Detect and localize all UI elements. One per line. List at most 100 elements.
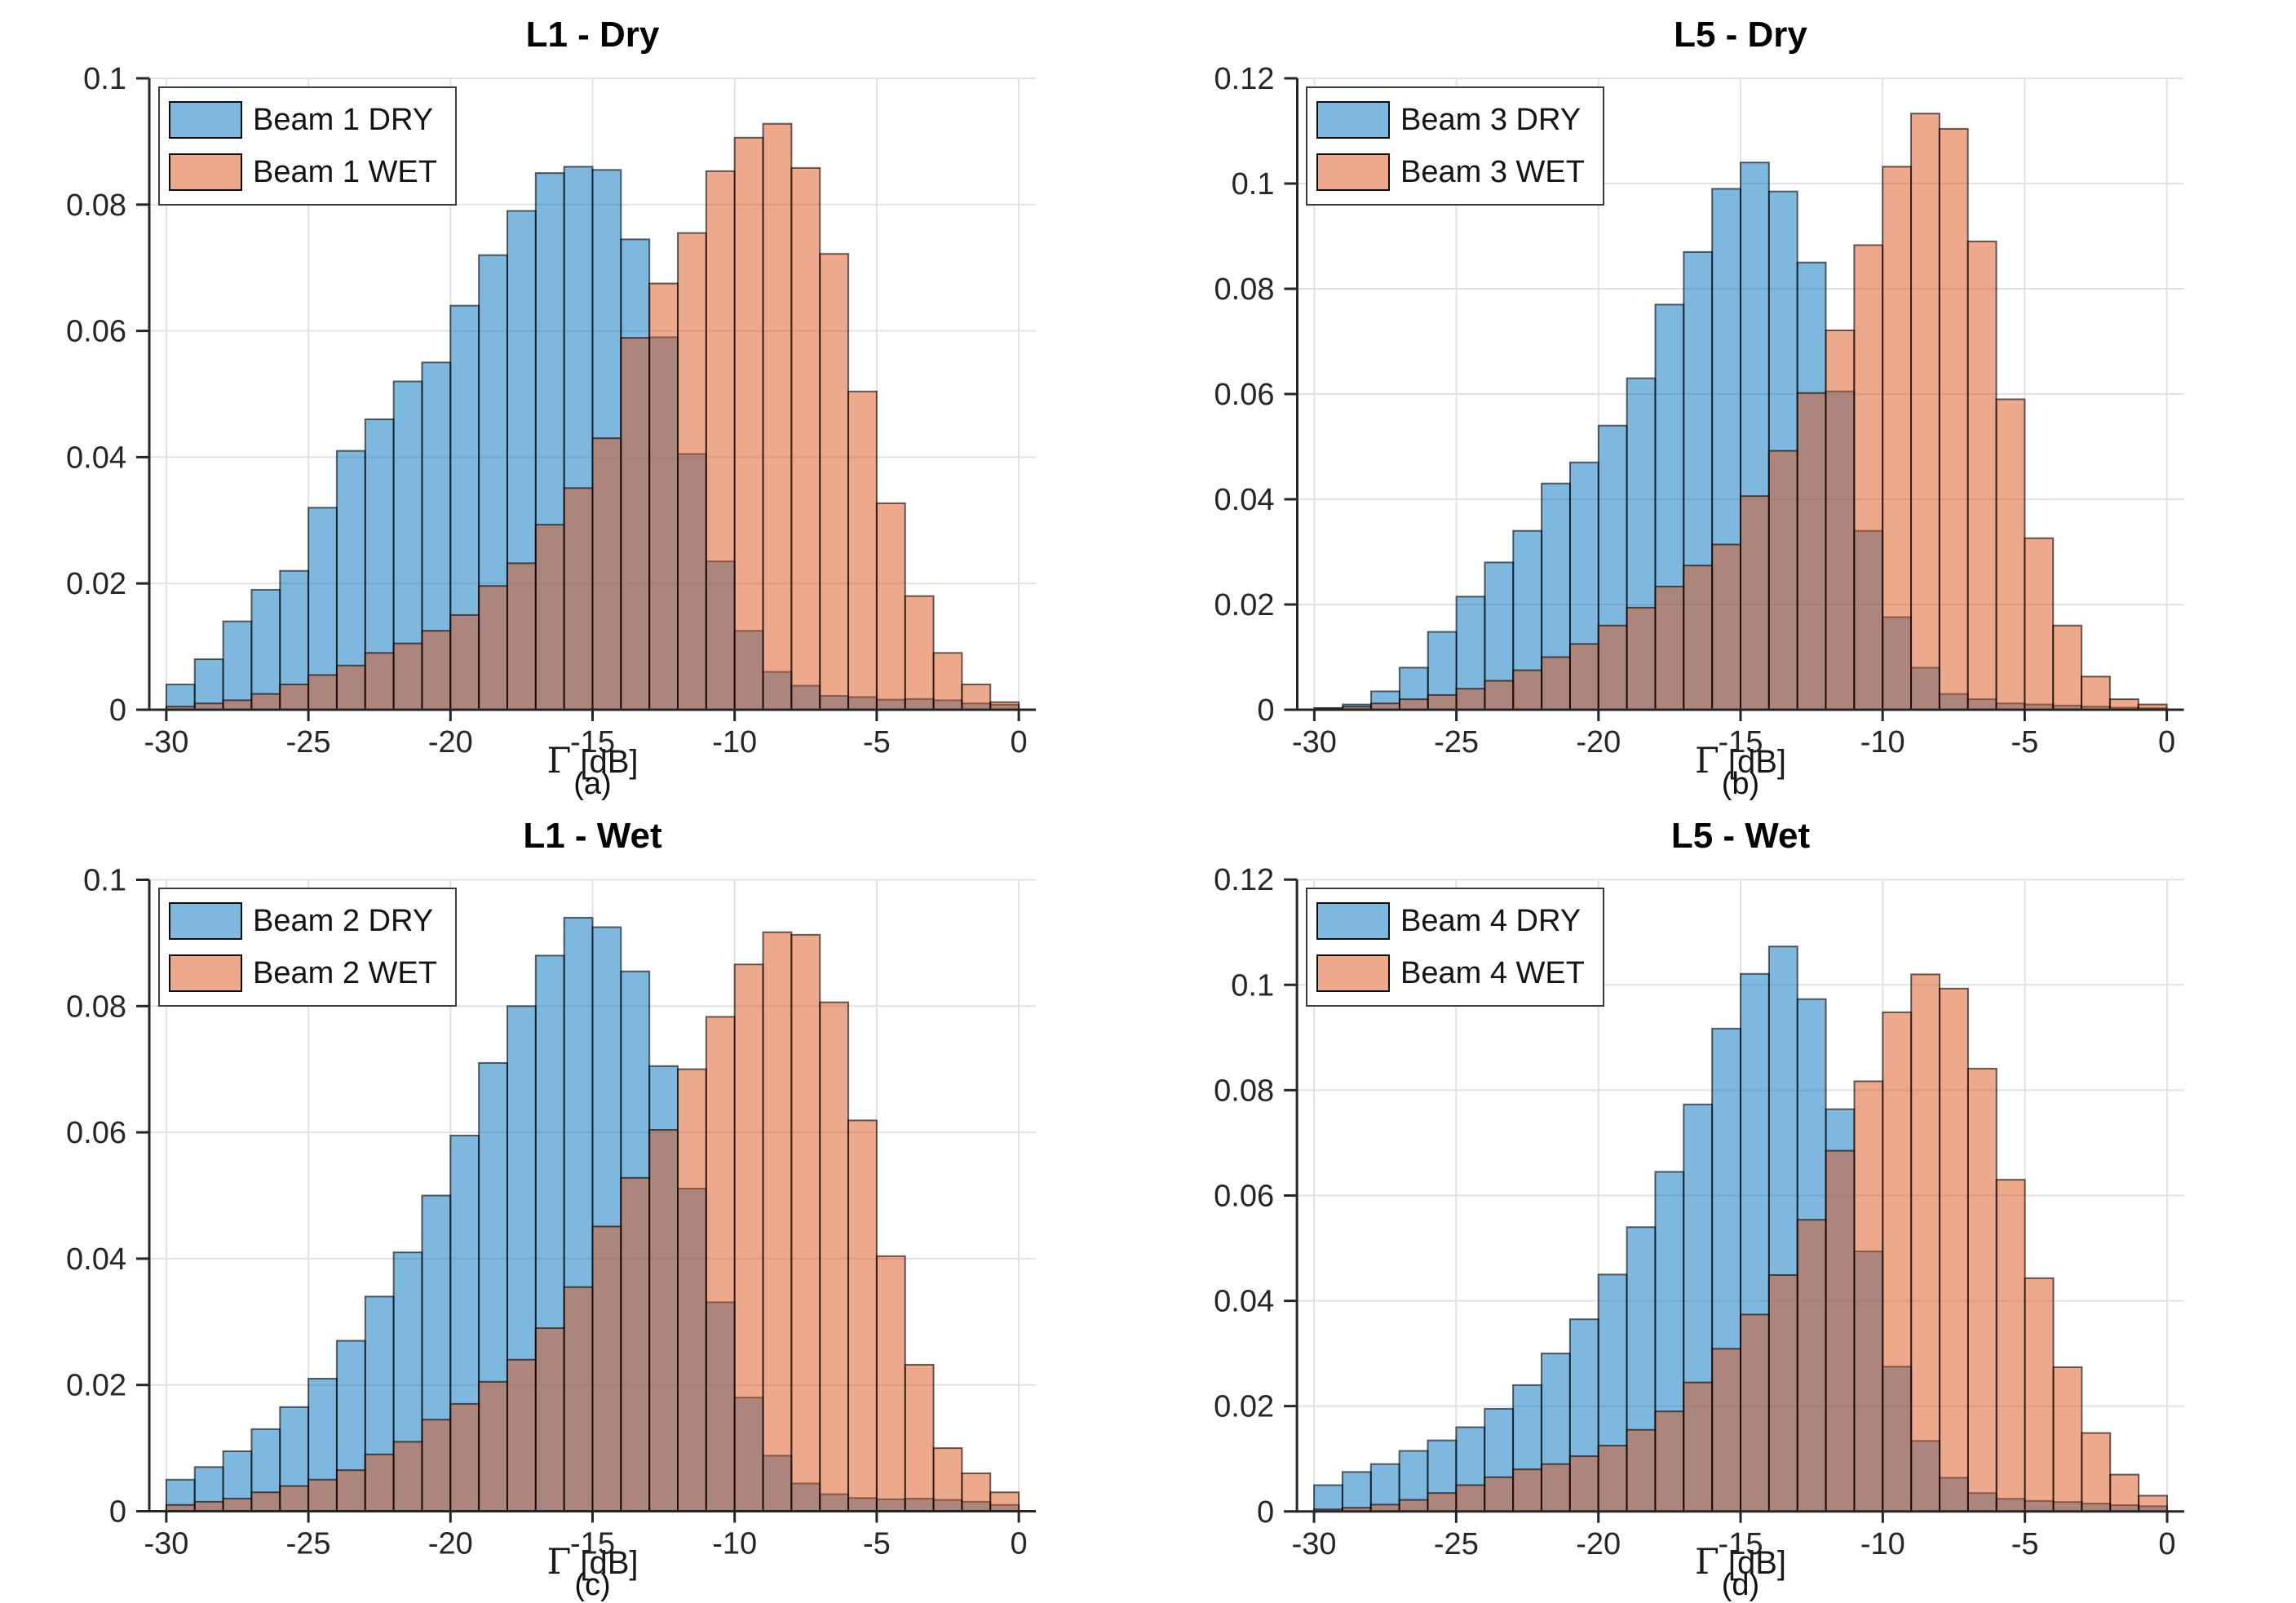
panel-d: -30 -25 -20 -15 -10 -5 0 0 0.02 0.04 0.06 0.08 0.1 0.… [1148,801,2296,1603]
histogram-bar [1541,656,1571,711]
legend-label: Beam 2 WET [253,955,437,990]
histogram-bar [961,1472,992,1512]
histogram-bar [279,684,310,711]
histogram-bar [1626,606,1657,711]
histogram-bar [279,1485,310,1512]
histogram-bar [762,122,793,711]
x-tick-label: -25 [286,725,331,759]
y-tick-label: 0 [1257,693,1274,728]
histogram-bar [307,674,338,711]
histogram-bar [705,170,736,711]
histogram-bar [222,620,253,711]
panel-b: -30 -25 -20 -15 -10 -5 0 0 0.02 0.04 0.06 0.08 0.1 0.… [1148,0,2296,801]
x-axis-unit: [dB] [1719,744,1787,780]
histogram-bar [591,437,622,711]
y-tick-label: 0.02 [1214,588,1275,622]
x-tick-label: -10 [712,725,757,759]
histogram-bar [1427,693,1458,711]
histogram-bar [677,1068,707,1512]
x-tick-label: 0 [2158,725,2175,759]
tick-labels: -30 -25 -20 -15 -10 -5 0 0 0.02 0.04 0.06 0.08 0.1 [66,864,1028,1561]
x-axis-label: Γ [dB] [0,1542,1148,1583]
y-tick-label: 0.06 [1214,1180,1274,1214]
histogram-bar [1398,1499,1429,1512]
histogram-bar [904,1363,935,1512]
gamma-symbol: Γ [1694,1542,1719,1583]
y-tick-label: 0.08 [1214,1074,1274,1108]
axes [1284,878,2184,1523]
y-tick-label: 0.1 [1231,968,1274,1003]
histogram-bar [335,664,366,711]
x-tick-label: 0 [1011,725,1028,759]
subplot-caption: (c) [574,1568,611,1602]
histogram-bar [1597,1445,1628,1512]
histogram-bar [2024,1277,2055,1512]
legend: Beam 1 DRY Beam 1 WET [158,86,457,206]
x-tick-label: -10 [712,1527,757,1561]
legend-swatch-dry [1316,902,1390,940]
y-tick-label: 0.02 [1214,1390,1274,1424]
legend-swatch-dry [169,902,242,940]
histogram-bar [1825,1149,1856,1512]
histogram-bar [1740,1313,1770,1512]
histogram-bar [2108,698,2139,711]
x-tick-label: -10 [1860,725,1905,759]
gamma-symbol: Γ [546,1542,572,1583]
histogram-bar [2052,1366,2083,1512]
y-tick-label: 0 [109,1495,126,1530]
y-tick-label: 0.04 [66,1242,126,1277]
panel-c: -30 -25 -20 -15 -10 -5 0 0 0.02 0.04 0.06 0.08 0.1 L… [0,801,1148,1603]
y-tick-label: 0.08 [1214,272,1275,307]
histogram-bar [1512,669,1543,711]
subplot-caption: (a) [573,767,612,801]
y-tick-label: 0.02 [66,1369,126,1403]
histogram-bar [2109,1473,2140,1512]
x-tick-label: -15 [570,725,615,759]
legend-entry-wet: Beam 2 WET [169,948,437,999]
y-tick-label: 0.06 [1214,378,1275,412]
histogram-bar [989,1491,1020,1512]
histogram-bar [819,1001,850,1512]
x-tick-label: -30 [1292,725,1337,759]
histogram-bar [1767,1273,1798,1512]
histogram-bar [250,693,281,711]
axes [136,77,1036,721]
x-tick-label: -5 [863,725,891,759]
x-tick-label: -5 [863,1527,891,1561]
histogram-bar [2024,537,2055,711]
histogram-bar [1484,1476,1515,1512]
histogram-bar [2138,1495,2168,1512]
tick-labels: -30 -25 -20 -15 -10 -5 0 0 0.02 0.04 0.06 0.08 0.1 [66,62,1028,759]
histogram-bar [506,562,537,711]
histogram-bar [790,933,821,1512]
histogram-bar [307,1478,338,1512]
y-tick-label: 0.1 [83,62,126,96]
x-tick-label: 0 [1011,1527,1028,1561]
x-tick-label: -15 [570,1527,615,1561]
histogram-bar [222,699,253,711]
histogram-bar [364,1453,395,1512]
y-tick-label: 0.02 [66,567,126,601]
plot-area-d: -30 -25 -20 -15 -10 -5 0 0 0.02 0.04 0.06 0.08 0.1 0.… [1214,863,2184,1561]
histogram-bar [1882,1011,1913,1512]
x-axis-unit: [dB] [571,744,639,780]
histogram-bar [1398,698,1429,711]
legend: Beam 2 DRY Beam 2 WET [158,888,457,1007]
histogram-bar [790,166,821,711]
histogram-bar [1995,398,2026,711]
plot-area-b: -30 -25 -20 -15 -10 -5 0 0 0.02 0.04 0.06 0.08 0.1 0.… [1214,62,2184,759]
histogram-bar [1711,543,1742,711]
y-tick-label: 0.1 [83,864,126,898]
histogram-bar [392,1441,423,1512]
legend-label: Beam 4 DRY [1400,903,1582,938]
histogram-bar [620,337,651,711]
legend-swatch-dry [1316,101,1390,139]
histogram-bar [733,136,764,711]
y-tick-label: 0.08 [66,990,126,1024]
x-tick-label: -15 [1719,1527,1763,1561]
histogram-bar [449,613,480,711]
histogram-bar [1966,1067,1997,1512]
histogram-bar [392,642,423,711]
y-tick-label: 0.06 [66,315,126,349]
histogram-bar [677,232,707,711]
